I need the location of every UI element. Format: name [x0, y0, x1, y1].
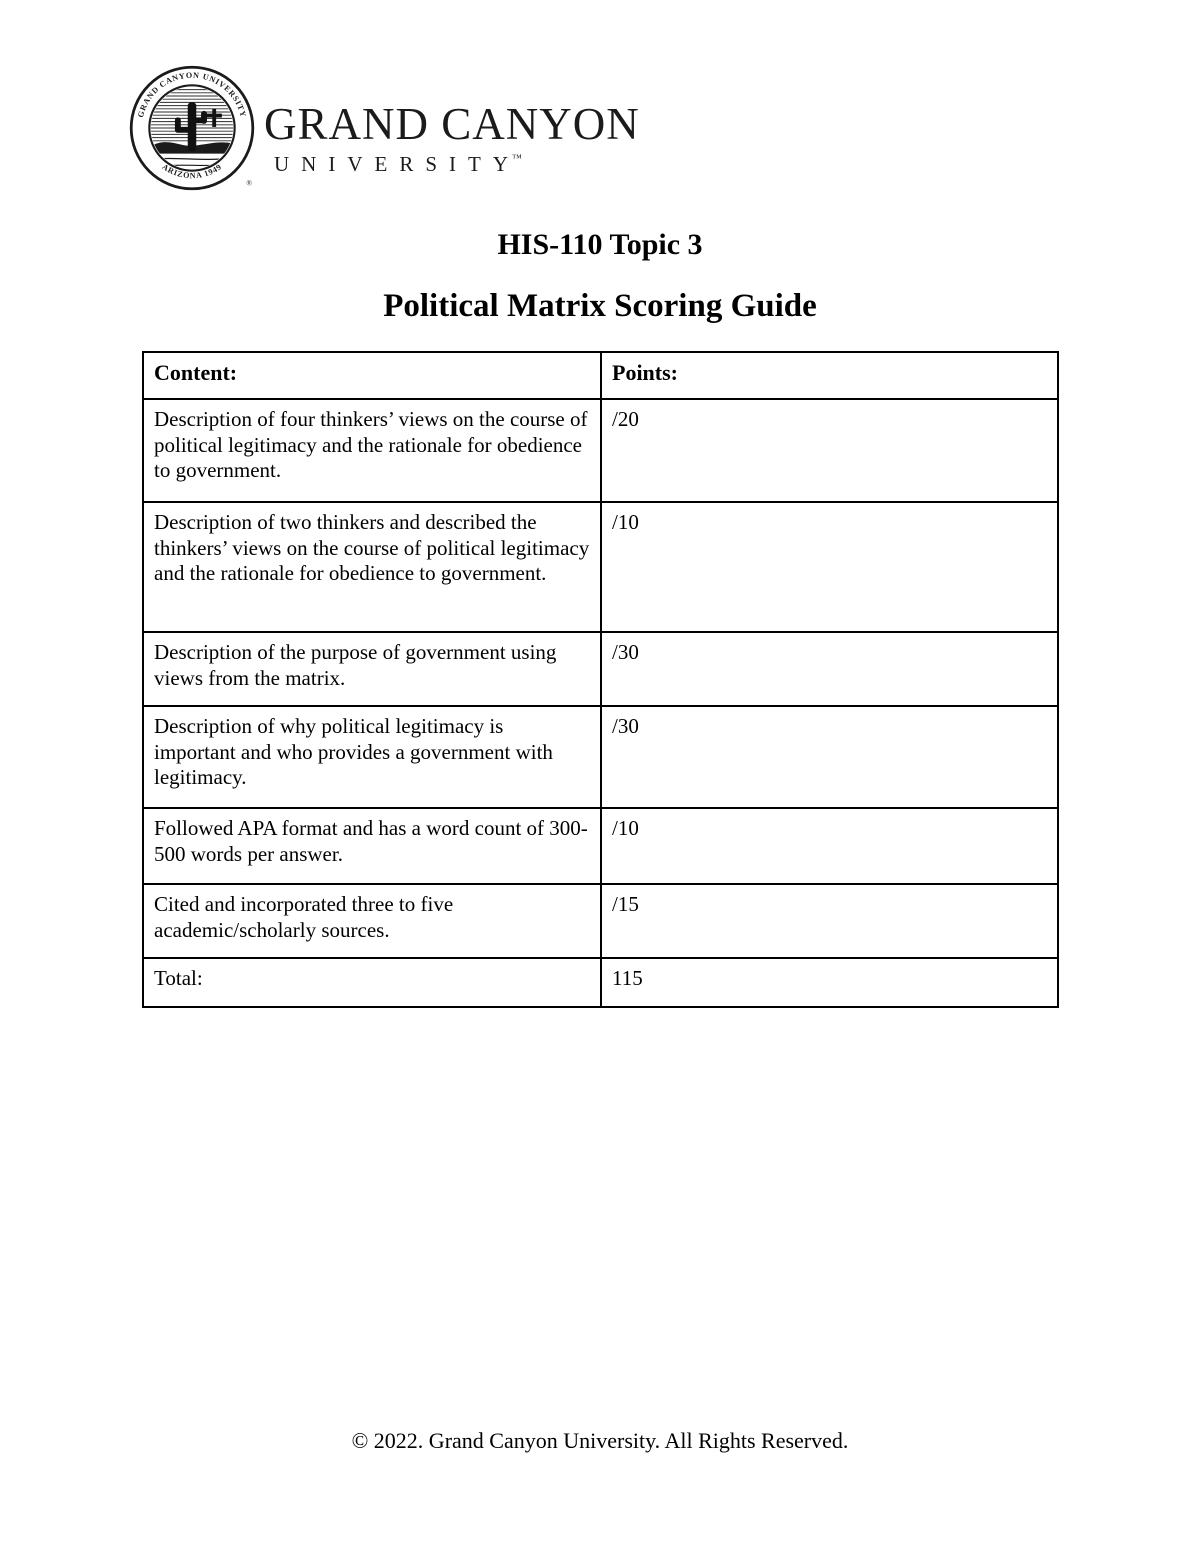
- content-cell: Cited and incorporated three to five aca…: [142, 883, 602, 959]
- table-row: Description of four thinkers’ views on t…: [142, 398, 1059, 503]
- seal-desert-scene: [150, 89, 234, 167]
- scoring-guide-table: Content: Points: Description of four thi…: [142, 351, 1059, 1008]
- table-row: Description of two thinkers and describe…: [142, 501, 1059, 633]
- total-value: 115: [600, 957, 1059, 1008]
- table-row: Cited and incorporated three to five aca…: [142, 883, 1059, 959]
- points-cell: /30: [600, 705, 1059, 809]
- page-title: Political Matrix Scoring Guide: [383, 288, 817, 324]
- trademark-symbol: ™: [512, 153, 522, 164]
- points-cell: /30: [600, 631, 1059, 707]
- gcu-wordmark: GRAND CANYON UNIVERSITY™: [264, 64, 640, 175]
- wordmark-university: UNIVERSITY™: [274, 152, 522, 176]
- content-cell: Followed APA format and has a word count…: [142, 807, 602, 885]
- points-cell: /20: [600, 398, 1059, 503]
- content-cell: Description of why political legitimacy …: [142, 705, 602, 809]
- points-cell: /15: [600, 883, 1059, 959]
- copyright-footer: © 2022. Grand Canyon University. All Rig…: [351, 1428, 849, 1453]
- content-cell: Description of four thinkers’ views on t…: [142, 398, 602, 503]
- content-column-header: Content:: [142, 351, 602, 400]
- points-cell: /10: [600, 807, 1059, 885]
- table-row: Description of the purpose of government…: [142, 631, 1059, 707]
- gcu-logo: GRAND CANYON UNIVERSITY ARIZONA 1949: [128, 64, 640, 192]
- points-cell: /10: [600, 501, 1059, 633]
- course-title: HIS-110 Topic 3: [497, 228, 703, 261]
- table-header-row: Content: Points:: [142, 351, 1059, 400]
- points-column-header: Points:: [600, 351, 1059, 400]
- table-row: Followed APA format and has a word count…: [142, 807, 1059, 885]
- gcu-seal-icon: GRAND CANYON UNIVERSITY ARIZONA 1949: [129, 65, 255, 191]
- cactus-icon: [174, 102, 207, 152]
- registered-mark: ®: [246, 179, 252, 188]
- content-cell: Description of two thinkers and describe…: [142, 501, 602, 633]
- cross-icon: [206, 108, 222, 127]
- content-cell: Description of the purpose of government…: [142, 631, 602, 707]
- wordmark-grand-canyon: GRAND CANYON: [264, 99, 640, 149]
- table-row: Description of why political legitimacy …: [142, 705, 1059, 809]
- total-row: Total: 115: [142, 957, 1059, 1008]
- total-label: Total:: [142, 957, 602, 1008]
